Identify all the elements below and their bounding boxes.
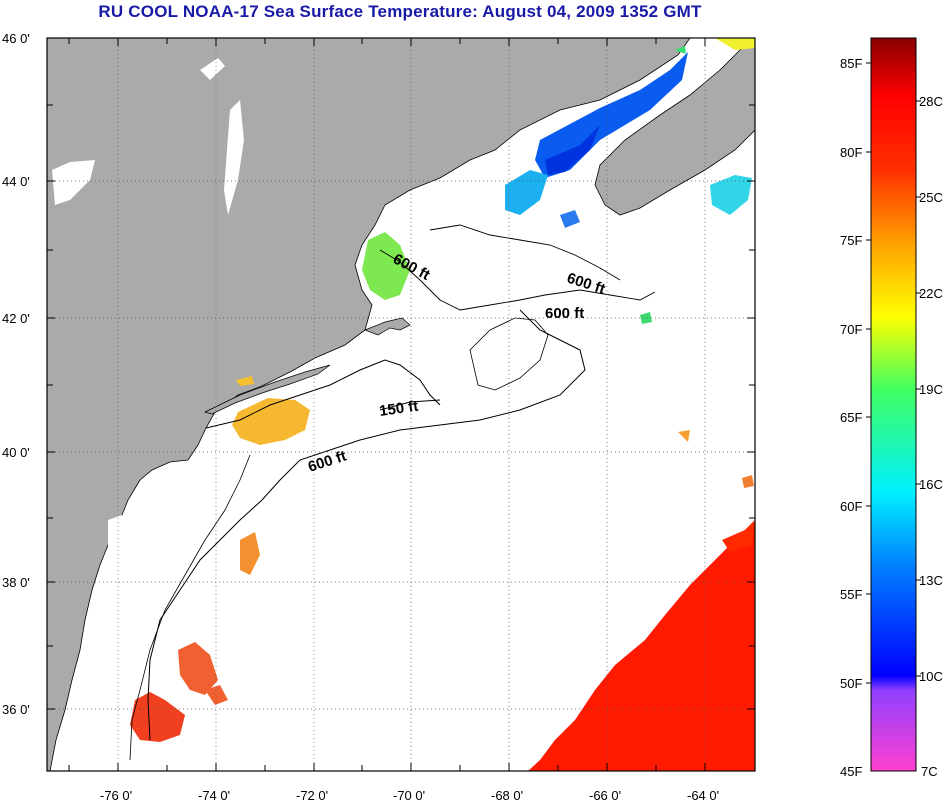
colorbar-f-label: 55F <box>840 587 862 602</box>
contour-600ft-upper <box>429 224 621 281</box>
colorbar-f-label: 70F <box>840 322 862 337</box>
sst-patch-bay-of-fundy <box>535 52 688 178</box>
sst-patch-gulf-stream <box>528 520 755 771</box>
colorbar-ticks <box>866 62 921 684</box>
colorbar-c-label: 25C <box>919 190 943 205</box>
colorbar <box>870 37 917 772</box>
sst-patch-gulf-stream-n <box>722 520 755 552</box>
inland-lake <box>52 160 95 205</box>
contour-150ft <box>205 359 441 429</box>
lat-label: 40 0' <box>2 445 30 460</box>
long-island <box>204 364 331 415</box>
sst-patch-carolina-offshore2 <box>205 685 228 705</box>
sst-patch-georges <box>640 312 652 324</box>
sst-patch-gulf-maine-small <box>560 210 580 228</box>
lat-label: 44 0' <box>2 174 30 189</box>
contour-600ft-gulf-maine <box>379 249 656 311</box>
sst-patch-ne-tiny <box>675 46 686 54</box>
sst-patch-carolina-offshore <box>178 642 218 695</box>
lat-label: 46 0' <box>2 31 30 46</box>
sst-patch-ns-east <box>710 175 752 215</box>
us-landmass <box>47 38 691 771</box>
sst-patch-small-yellow <box>236 376 254 386</box>
colorbar-c-label: 7C <box>921 764 938 779</box>
lat-label: 38 0' <box>2 575 30 590</box>
sst-patch-top-right <box>715 38 755 50</box>
axis-ticks <box>47 37 755 771</box>
contour-inner-shelf <box>129 454 251 761</box>
lon-label: -76 0' <box>100 788 132 803</box>
inland-lake <box>224 100 244 215</box>
colorbar-f-label: 50F <box>840 676 862 691</box>
lon-label: -72 0' <box>296 788 328 803</box>
lon-label: -66 0' <box>589 788 621 803</box>
lat-label: 36 0' <box>2 702 30 717</box>
cape-cod <box>364 317 411 336</box>
colorbar-f-label: 75F <box>840 233 862 248</box>
delaware-bay <box>150 470 172 510</box>
inland-lake <box>200 58 225 80</box>
sst-patch-ne-small2 <box>742 475 754 488</box>
contour-label: 150 ft <box>378 398 419 420</box>
sst-patch-ne-small <box>678 430 690 442</box>
colorbar-c-label: 16C <box>919 477 943 492</box>
colorbar-c-label: 13C <box>919 573 943 588</box>
map-plot-area <box>47 38 755 771</box>
lon-label: -70 0' <box>393 788 425 803</box>
lon-label: -68 0' <box>491 788 523 803</box>
sst-patch-mid-shelf <box>240 532 260 575</box>
contour-600ft-shelf <box>147 309 586 741</box>
colorbar-f-label: 65F <box>840 410 862 425</box>
sst-patch-ny-bight <box>232 398 310 445</box>
sst-patch-cape-hatteras <box>130 692 185 742</box>
lon-label: -74 0' <box>198 788 230 803</box>
colorbar-c-label: 10C <box>919 669 943 684</box>
sst-patch-mass-bay <box>362 232 410 300</box>
contour-georges-bank <box>469 317 549 391</box>
contour-label: 600 ft <box>545 305 584 322</box>
map-frame <box>46 37 756 772</box>
colorbar-f-label: 85F <box>840 56 862 71</box>
lat-label: 42 0' <box>2 311 30 326</box>
colorbar-c-label: 22C <box>919 286 943 301</box>
colorbar-f-label: 45F <box>840 764 862 779</box>
sst-patch-bay-of-fundy-core <box>545 125 600 175</box>
map-title: RU COOL NOAA-17 Sea Surface Temperature:… <box>98 2 702 21</box>
lon-label: -64 0' <box>687 788 719 803</box>
chesapeake-bay <box>100 515 130 720</box>
colorbar-f-label: 60F <box>840 499 862 514</box>
colorbar-f-label: 80F <box>840 145 862 160</box>
colorbar-c-label: 19C <box>919 382 943 397</box>
colorbar-c-label: 28C <box>919 94 943 109</box>
